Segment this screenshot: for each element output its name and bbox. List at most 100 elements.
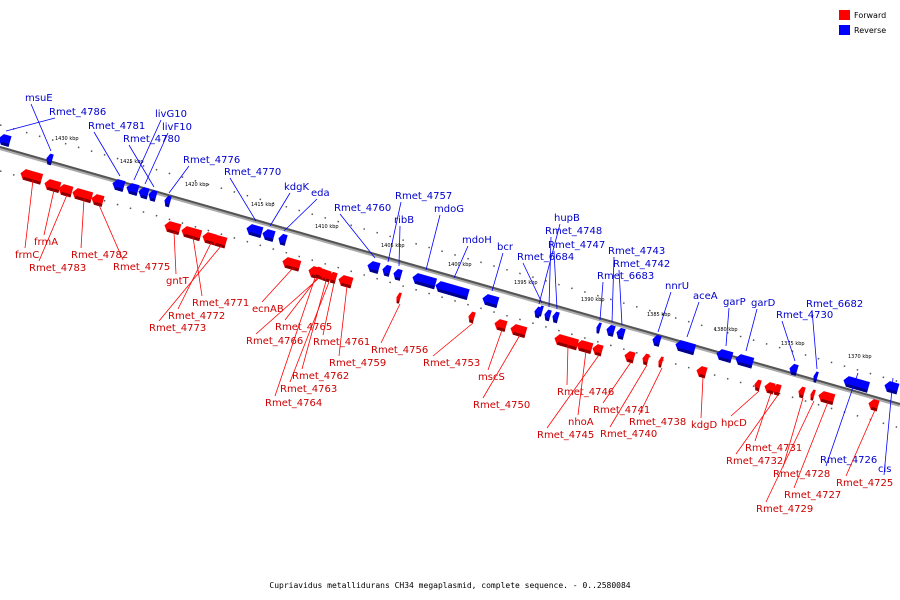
rmet_4730-gene [789,363,799,376]
gene-label-rmet_4741: Rmet_4741 [593,405,650,416]
gene-label-rmet_4747: Rmet_4747 [548,240,605,251]
gene-label-rmet_4746: Rmet_4746 [557,387,614,398]
gene-label-frmc: frmC [15,250,39,261]
rmet_4726-gene [843,376,870,393]
gene-label-eda: eda [311,188,330,199]
gene-label-rmet_4731: Rmet_4731 [745,443,802,454]
gene-label-rmet_4786: Rmet_4786 [49,107,106,118]
gene-label-rmet_4772: Rmet_4772 [168,311,225,322]
rmet_6682-gene [813,371,819,383]
rmet_4742-gene [616,327,626,340]
rmet_4745-gene [592,344,604,357]
rmet_4760-gene [367,261,381,274]
gene-label-rmet_4725: Rmet_4725 [836,478,893,489]
gene-label-kdgd: kdgD [691,420,717,431]
rmet_4750-gene [510,324,528,338]
gene-label-rmet_6682: Rmet_6682 [806,299,863,310]
gene-label-rmet_4738: Rmet_4738 [629,417,686,428]
gene-label-gntt: gntT [166,276,190,287]
rmet_4763-gene [324,270,332,283]
gene-label-rmet_4730: Rmet_4730 [776,310,833,321]
gene-label-nnru: nnrU [665,281,689,292]
gene-label-nhoa: nhoA [568,417,594,428]
mdoh-gene [435,281,470,300]
legend-forward-swatch [839,10,850,20]
gene-label-rmet_4748: Rmet_4748 [545,226,602,237]
kbp-label: 1415 kbp [251,202,275,208]
gene-label-rmet_6684: Rmet_6684 [517,252,574,263]
gene-label-garp: garP [723,297,746,308]
caption: Cupriavidus metallidurans CH34 megaplasm… [269,581,630,590]
livf10-gene [138,187,150,200]
hpcd-gene [754,379,762,392]
gene-label-rmet_4729: Rmet_4729 [756,504,813,515]
gene-label-rmet_4765: Rmet_4765 [275,322,332,333]
kbp-label: 1375 kbp [781,341,805,347]
eda-gene [278,233,288,246]
kbp-label: 1410 kbp [315,224,339,230]
rmet_4759-gene [338,275,354,289]
legend: Forward Reverse [839,10,886,35]
gene-label-msue: msuE [25,93,53,104]
kbp-label: 1370 kbp [848,354,872,360]
rmet_4786-gene [0,134,12,147]
gene-label-rmet_4757: Rmet_4757 [395,191,452,202]
kbp-label: 1395 kbp [514,280,538,286]
gene-label-rmet_4766: Rmet_4766 [246,336,303,347]
gene-label-rmet_4732: Rmet_4732 [726,456,783,467]
rmet_4770-gene [246,224,264,238]
rmet_4782-gene [72,188,94,204]
kbp-label: 1380 kbp [714,327,738,333]
acea-gene [675,340,697,356]
gene-label-rmet_4773: Rmet_4773 [149,323,206,334]
forward-genes: frmAfrmCRmet_4783Rmet_4782Rmet_4775gntTR… [15,169,893,515]
rmet_4780-gene [148,189,158,202]
livg10-gene [126,183,140,196]
rmet_4748-gene [544,309,552,322]
rmet_4764-gene [310,266,318,279]
rmet_4728-gene [798,386,806,399]
gene-label-rmet_4782: Rmet_4782 [71,250,128,261]
msue-gene [46,153,54,166]
rmet_4781-gene [112,179,126,192]
gene-label-hpcd: hpcD [721,418,747,429]
rmet_4729-gene [810,389,816,401]
rmet_4771-gene [181,226,203,242]
gene-label-rmet_6683: Rmet_6683 [597,271,654,282]
gene-label-rmet_4726: Rmet_4726 [820,455,877,466]
kbp-label: 1425 kbp [120,159,144,165]
gene-label-rmet_4771: Rmet_4771 [192,298,249,309]
kbp-label: 1405 kbp [381,243,405,249]
kbp-label: 1385 kbp [647,312,671,318]
gene-label-mdog: mdoG [434,204,464,215]
kdgk-gene [262,229,276,242]
gene-label-rmet_4756: Rmet_4756 [371,345,428,356]
mdog-gene [412,273,438,290]
cls-gene [884,381,900,395]
gene-label-rmet_4763: Rmet_4763 [280,384,337,395]
gene-label-rmet_4745: Rmet_4745 [537,430,594,441]
gene-label-frma: frmA [34,237,58,248]
gene-label-rmet_4781: Rmet_4781 [88,121,145,132]
gene-label-ecnab: ecnAB [252,304,284,315]
gene-label-rmet_4770: Rmet_4770 [224,167,281,178]
gene-label-rmet_4727: Rmet_4727 [784,490,841,501]
rmet_4773-gene [212,235,228,249]
gene-label-rmet_4750: Rmet_4750 [473,400,530,411]
nhoa-gene [576,340,594,354]
gene-label-ribb: ribB [394,215,414,226]
frma-gene [44,179,62,193]
ecnab-gene [282,257,302,272]
gene-label-rmet_4783: Rmet_4783 [29,263,86,274]
gene-label-kdgk: kdgK [284,182,309,193]
gene-label-rmet_4743: Rmet_4743 [608,246,665,257]
gene-label-rmet_4740: Rmet_4740 [600,429,657,440]
rmet_4738-gene [658,356,664,368]
legend-reverse-label: Reverse [854,26,886,35]
rmet_4731-gene [764,382,776,395]
gene-label-rmet_4776: Rmet_4776 [183,155,240,166]
gene-label-rmet_4764: Rmet_4764 [265,398,322,409]
rmet_4757-gene [382,264,392,277]
gene-label-hupb: hupB [554,213,580,224]
rmet_4732-gene [772,383,782,396]
